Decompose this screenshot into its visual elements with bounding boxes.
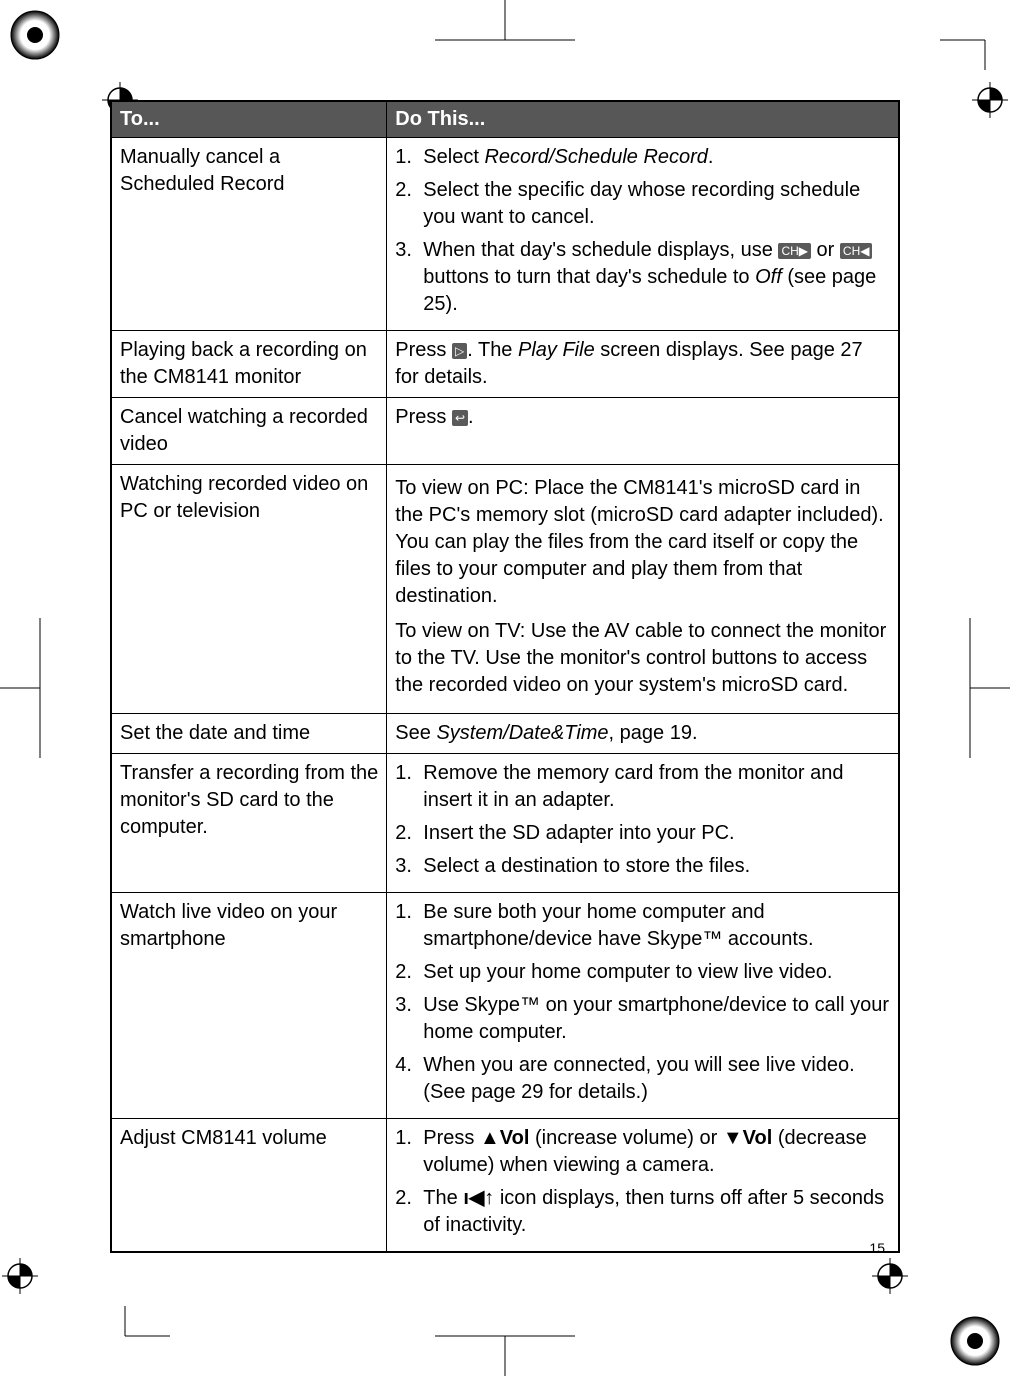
do-cell: 1.Press ▲Vol (increase volume) or ▼Vol (… [387,1119,899,1253]
header-do: Do This... [387,101,899,138]
do-cell: 1.Remove the memory card from the monito… [387,754,899,893]
step-text: When you are connected, you will see liv… [423,1052,890,1106]
step-number: 3. [395,992,423,1046]
to-cell: Manually cancel a Scheduled Record [111,138,387,331]
step-number: 1. [395,1125,423,1179]
cell-text: See System/Date&Time, page 19. [395,720,890,747]
step-text: Select the specific day whose recording … [423,177,890,231]
step-text: Select a destination to store the files. [423,853,890,880]
to-cell: Watching recorded video on PC or televis… [111,465,387,714]
step: 4.When you are connected, you will see l… [395,1052,890,1106]
do-cell: See System/Date&Time, page 19. [387,714,899,754]
step-text: The ı◀↑ icon displays, then turns off af… [423,1185,890,1239]
step-text: Press ▲Vol (increase volume) or ▼Vol (de… [423,1125,890,1179]
to-cell: Watch live video on your smartphone [111,893,387,1119]
cell-text: Press ▷. The Play File screen displays. … [395,337,890,391]
step: 1.Press ▲Vol (increase volume) or ▼Vol (… [395,1125,890,1179]
step-text: Remove the memory card from the monitor … [423,760,890,814]
do-cell: Press ↩. [387,398,899,465]
table-row: Set the date and time See System/Date&Tim… [111,714,899,754]
step-text: When that day's schedule displays, use C… [423,237,890,318]
to-cell: Adjust CM8141 volume [111,1119,387,1253]
do-cell: 1.Select Record/Schedule Record.2.Select… [387,138,899,331]
page-content: To... Do This... Manually cancel a Sched… [110,100,900,1253]
step: 2.Insert the SD adapter into your PC. [395,820,890,847]
table-row: Watch live video on your smartphone1.Be … [111,893,899,1119]
step-number: 1. [395,144,423,171]
to-cell: Set the date and time [111,714,387,754]
step-text: Insert the SD adapter into your PC. [423,820,890,847]
step-text: Use Skype™ on your smartphone/device to … [423,992,890,1046]
step: 1.Remove the memory card from the monito… [395,760,890,814]
step: 3.When that day's schedule displays, use… [395,237,890,318]
step-number: 1. [395,760,423,814]
step: 2.Set up your home computer to view live… [395,959,890,986]
step-number: 4. [395,1052,423,1106]
step-number: 3. [395,237,423,318]
do-cell: 1.Be sure both your home computer and sm… [387,893,899,1119]
crop-mark-ml [0,618,50,758]
table-row: Playing back a recording on the CM8141 m… [111,331,899,398]
to-cell: Playing back a recording on the CM8141 m… [111,331,387,398]
crop-mark-bc [435,1326,575,1376]
step-number: 2. [395,177,423,231]
paragraph: To view on TV: Use the AV cable to conne… [395,618,890,699]
header-to: To... [111,101,387,138]
crop-mark-mr [960,618,1010,758]
step: 3.Use Skype™ on your smartphone/device t… [395,992,890,1046]
table-row: Cancel watching a recorded video Press ↩. [111,398,899,465]
instructions-table: To... Do This... Manually cancel a Sched… [110,100,900,1253]
step: 2.Select the specific day whose recordin… [395,177,890,231]
reg-mark-tr [970,80,1010,120]
crop-mark-tr [940,0,1010,70]
crop-mark-tc [435,0,575,50]
step-number: 3. [395,853,423,880]
step-number: 2. [395,959,423,986]
step-number: 2. [395,820,423,847]
crop-mark-tl [0,0,70,70]
to-cell: Transfer a recording from the monitor's … [111,754,387,893]
do-cell: To view on PC: Place the CM8141's microS… [387,465,899,714]
table-row: Manually cancel a Scheduled Record 1.Sele… [111,138,899,331]
table-row: Transfer a recording from the monitor's … [111,754,899,893]
crop-mark-br [940,1306,1010,1376]
table-row: Watching recorded video on PC or televis… [111,465,899,714]
paragraph: To view on PC: Place the CM8141's microS… [395,475,890,610]
step: 1.Select Record/Schedule Record. [395,144,890,171]
table-row: Adjust CM8141 volume1.Press ▲Vol (increa… [111,1119,899,1253]
step-text: Set up your home computer to view live v… [423,959,890,986]
step: 2.The ı◀↑ icon displays, then turns off … [395,1185,890,1239]
step: 1.Be sure both your home computer and sm… [395,899,890,953]
step-text: Be sure both your home computer and smar… [423,899,890,953]
cell-text: Press ↩. [395,404,890,431]
step-text: Select Record/Schedule Record. [423,144,890,171]
step-number: 2. [395,1185,423,1239]
do-cell: Press ▷. The Play File screen displays. … [387,331,899,398]
step: 3.Select a destination to store the file… [395,853,890,880]
reg-mark-br [870,1256,910,1296]
reg-mark-bl [0,1256,40,1296]
to-cell: Cancel watching a recorded video [111,398,387,465]
step-number: 1. [395,899,423,953]
crop-mark-bl [100,1306,170,1376]
page-number: 15 [869,1240,885,1256]
